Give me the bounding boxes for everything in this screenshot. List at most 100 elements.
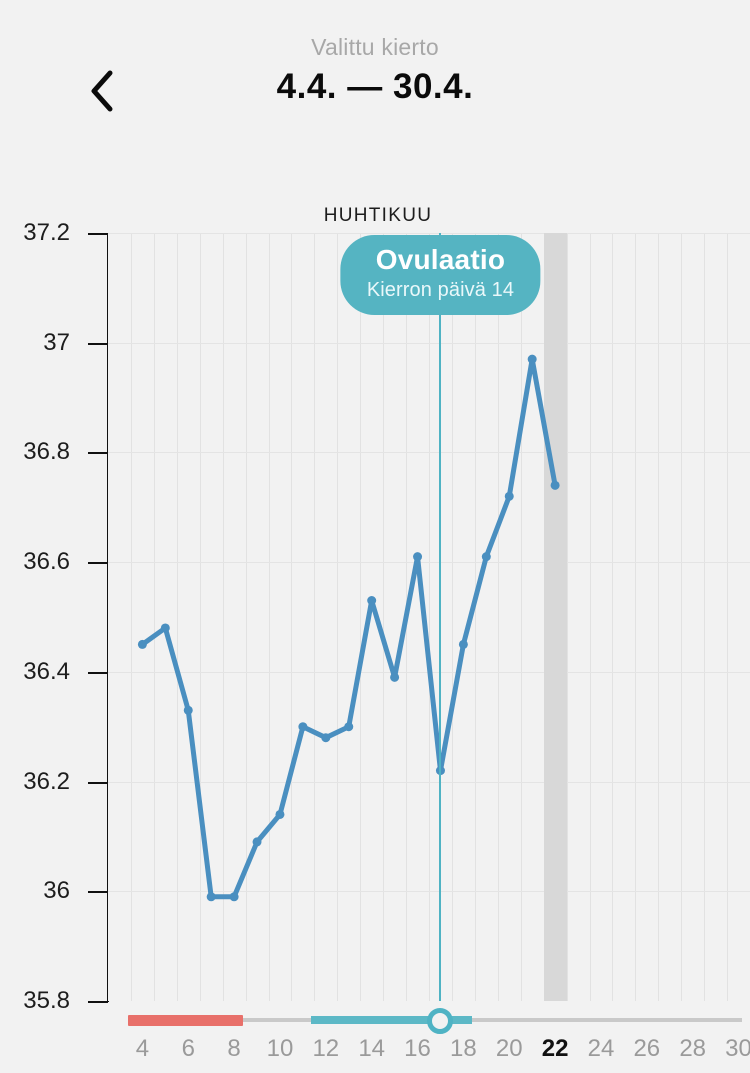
cycle-timeline[interactable] — [0, 1008, 750, 1034]
x-axis-label: 6 — [181, 1035, 195, 1062]
gridline-horizontal — [108, 342, 750, 344]
y-axis-label: 37.2 — [23, 219, 70, 246]
gridline-horizontal — [108, 562, 750, 564]
page-title: 4.4. — 30.4. — [276, 67, 474, 106]
x-axis-label: 26 — [633, 1035, 661, 1062]
data-point[interactable] — [481, 552, 491, 562]
y-axis-label: 35.8 — [23, 987, 70, 1014]
x-axis-label: 20 — [495, 1035, 523, 1062]
x-axis-labels: 4 6 8 10 12 14 16 18 20 22 24 26 28 30 — [0, 1035, 750, 1073]
fertile-range-bar[interactable] — [311, 1016, 472, 1024]
y-axis-label: 36 — [43, 877, 70, 905]
x-axis-label: 28 — [679, 1035, 707, 1062]
y-axis-label: 36.6 — [23, 548, 70, 576]
x-axis-label: 14 — [358, 1035, 386, 1062]
data-point[interactable] — [137, 639, 147, 649]
timeline-handle[interactable] — [427, 1008, 454, 1034]
gridline-vertical — [199, 233, 201, 1001]
y-axis-tick — [88, 452, 108, 455]
period-range-bar[interactable] — [127, 1015, 243, 1026]
ovulation-subtitle: Kierron päivä 14 — [366, 279, 515, 301]
data-point[interactable] — [458, 639, 468, 649]
gridline-vertical — [268, 233, 270, 1001]
gridline-horizontal — [108, 452, 750, 454]
gridline-vertical — [612, 233, 614, 1001]
ovulation-tooltip[interactable]: Ovulaatio Kierron päivä 14 — [340, 235, 541, 315]
gridline-horizontal — [108, 233, 750, 234]
gridline-vertical — [474, 233, 476, 1001]
temperature-series — [137, 354, 560, 902]
header-subtitle: Valittu kierto — [311, 34, 439, 60]
gridline-vertical — [153, 233, 155, 1001]
screen-header: Valittu kierto 4.4. — 30.4. — [0, 0, 750, 150]
x-axis-label: 4 — [135, 1035, 150, 1062]
x-axis-label: 12 — [312, 1035, 340, 1062]
gridline-vertical — [704, 233, 706, 1001]
data-point[interactable] — [298, 722, 308, 732]
gridline-vertical — [176, 233, 178, 1001]
ovulation-title: Ovulaatio — [375, 244, 506, 275]
gridline-vertical — [222, 233, 224, 1001]
gridline-vertical — [497, 233, 499, 1001]
y-axis-label: 36.2 — [23, 767, 70, 795]
gridline-vertical — [635, 233, 637, 1001]
gridline-vertical — [429, 233, 430, 1001]
y-axis-tick — [88, 1001, 108, 1003]
data-point[interactable] — [275, 809, 285, 819]
y-axis-tick — [88, 233, 108, 235]
back-button[interactable] — [74, 62, 130, 120]
data-point[interactable] — [413, 552, 423, 562]
data-point[interactable] — [527, 354, 537, 364]
gridline-vertical — [360, 233, 362, 1001]
series-line — [139, 356, 558, 900]
gridline-vertical — [337, 233, 339, 1001]
x-axis-label: 22 — [541, 1035, 569, 1062]
ovulation-line — [439, 233, 442, 1001]
chart-month-label: HUHTIKUU — [323, 205, 433, 226]
data-point[interactable] — [367, 596, 377, 606]
gridline-vertical — [589, 233, 591, 1001]
y-axis-tick — [88, 562, 108, 565]
x-axis-label: 10 — [266, 1035, 294, 1062]
x-axis-label: 16 — [404, 1035, 431, 1062]
data-point[interactable] — [344, 722, 354, 732]
y-axis-tick — [88, 891, 108, 894]
data-point[interactable] — [160, 623, 170, 633]
y-axis-tick — [88, 671, 108, 674]
gridline-vertical — [451, 233, 453, 1001]
gridline-vertical — [291, 233, 293, 1001]
x-axis-label: 8 — [227, 1035, 241, 1062]
x-axis-label: 30 — [725, 1035, 750, 1062]
gridline-vertical — [520, 233, 522, 1001]
gridline-vertical — [727, 233, 729, 1001]
data-point[interactable] — [183, 705, 193, 715]
gridline-vertical — [383, 233, 385, 1001]
data-point[interactable] — [504, 491, 514, 501]
chevron-left-icon — [89, 69, 115, 113]
data-point[interactable] — [252, 837, 262, 847]
gridline-vertical — [566, 233, 568, 1001]
y-axis-label: 36.4 — [23, 657, 70, 685]
gridline-vertical — [681, 233, 683, 1001]
data-point[interactable] — [206, 892, 216, 902]
gridline-vertical — [130, 233, 132, 1001]
data-point[interactable] — [229, 892, 239, 902]
y-axis-tick — [88, 781, 108, 784]
gridline-horizontal — [108, 781, 750, 783]
y-axis-label: 37 — [43, 328, 70, 356]
data-point[interactable] — [390, 672, 400, 682]
gridline-vertical — [314, 233, 316, 1001]
data-point[interactable] — [321, 733, 331, 743]
gridline-vertical — [658, 233, 660, 1001]
x-axis-label: 24 — [587, 1035, 615, 1062]
gridline-vertical — [245, 233, 247, 1001]
plot-area — [108, 233, 750, 1001]
y-axis-label: 36.8 — [23, 438, 70, 466]
x-axis-label: 18 — [450, 1035, 477, 1062]
y-axis-tick — [88, 342, 108, 345]
today-band — [543, 233, 567, 1001]
data-point[interactable] — [550, 480, 560, 490]
gridline-horizontal — [108, 891, 750, 893]
